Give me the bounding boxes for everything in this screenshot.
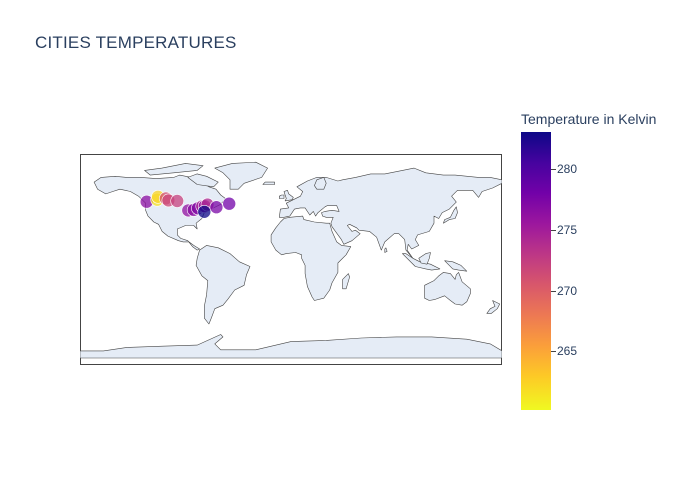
landmass-madagascar bbox=[342, 273, 350, 290]
colorbar bbox=[521, 132, 551, 410]
landmass-greenland bbox=[214, 161, 268, 190]
landmass-ireland bbox=[279, 194, 285, 199]
city-marker[interactable] bbox=[222, 196, 236, 211]
colorbar-tick-mark bbox=[551, 168, 556, 170]
colorbar-tick-label: 265 bbox=[557, 344, 578, 359]
landmass-antarctica bbox=[80, 334, 502, 359]
chart-title: CITIES TEMPERATURES bbox=[35, 33, 237, 52]
colorbar-tick-label: 280 bbox=[557, 161, 578, 176]
landmass-uk bbox=[283, 190, 294, 202]
city-marker[interactable] bbox=[209, 200, 224, 215]
landmass-africa bbox=[270, 215, 352, 301]
landmass-japan bbox=[443, 206, 458, 224]
landmass-borneo bbox=[418, 252, 431, 265]
landmass-baffin bbox=[187, 173, 219, 188]
colorbar-tick-mark bbox=[551, 229, 556, 231]
landmass-new-guinea bbox=[444, 260, 468, 272]
landmass-australia bbox=[424, 272, 471, 306]
landmass-indonesia bbox=[402, 253, 441, 271]
landmass-sri-lanka bbox=[384, 247, 388, 253]
landmass-eurasia bbox=[279, 167, 502, 259]
map-svg bbox=[80, 154, 502, 365]
colorbar-tick-label: 275 bbox=[557, 222, 578, 237]
colorbar-tick-mark bbox=[551, 351, 556, 353]
landmass-new-zealand bbox=[486, 300, 500, 314]
city-marker[interactable] bbox=[197, 204, 212, 219]
colorbar-tick-label: 270 bbox=[557, 283, 578, 298]
land-layer bbox=[80, 161, 502, 359]
colorbar-tick-mark bbox=[551, 290, 556, 292]
city-markers bbox=[139, 189, 236, 219]
world-map[interactable] bbox=[80, 154, 502, 365]
landmass-iceland bbox=[262, 181, 275, 185]
landmass-scandinavia-east bbox=[314, 177, 327, 190]
landmass-south-america bbox=[195, 245, 251, 325]
city-marker[interactable] bbox=[170, 194, 184, 208]
landmass-arctic-islands bbox=[144, 163, 204, 176]
colorbar-title: Temperature in Kelvin bbox=[521, 111, 657, 127]
